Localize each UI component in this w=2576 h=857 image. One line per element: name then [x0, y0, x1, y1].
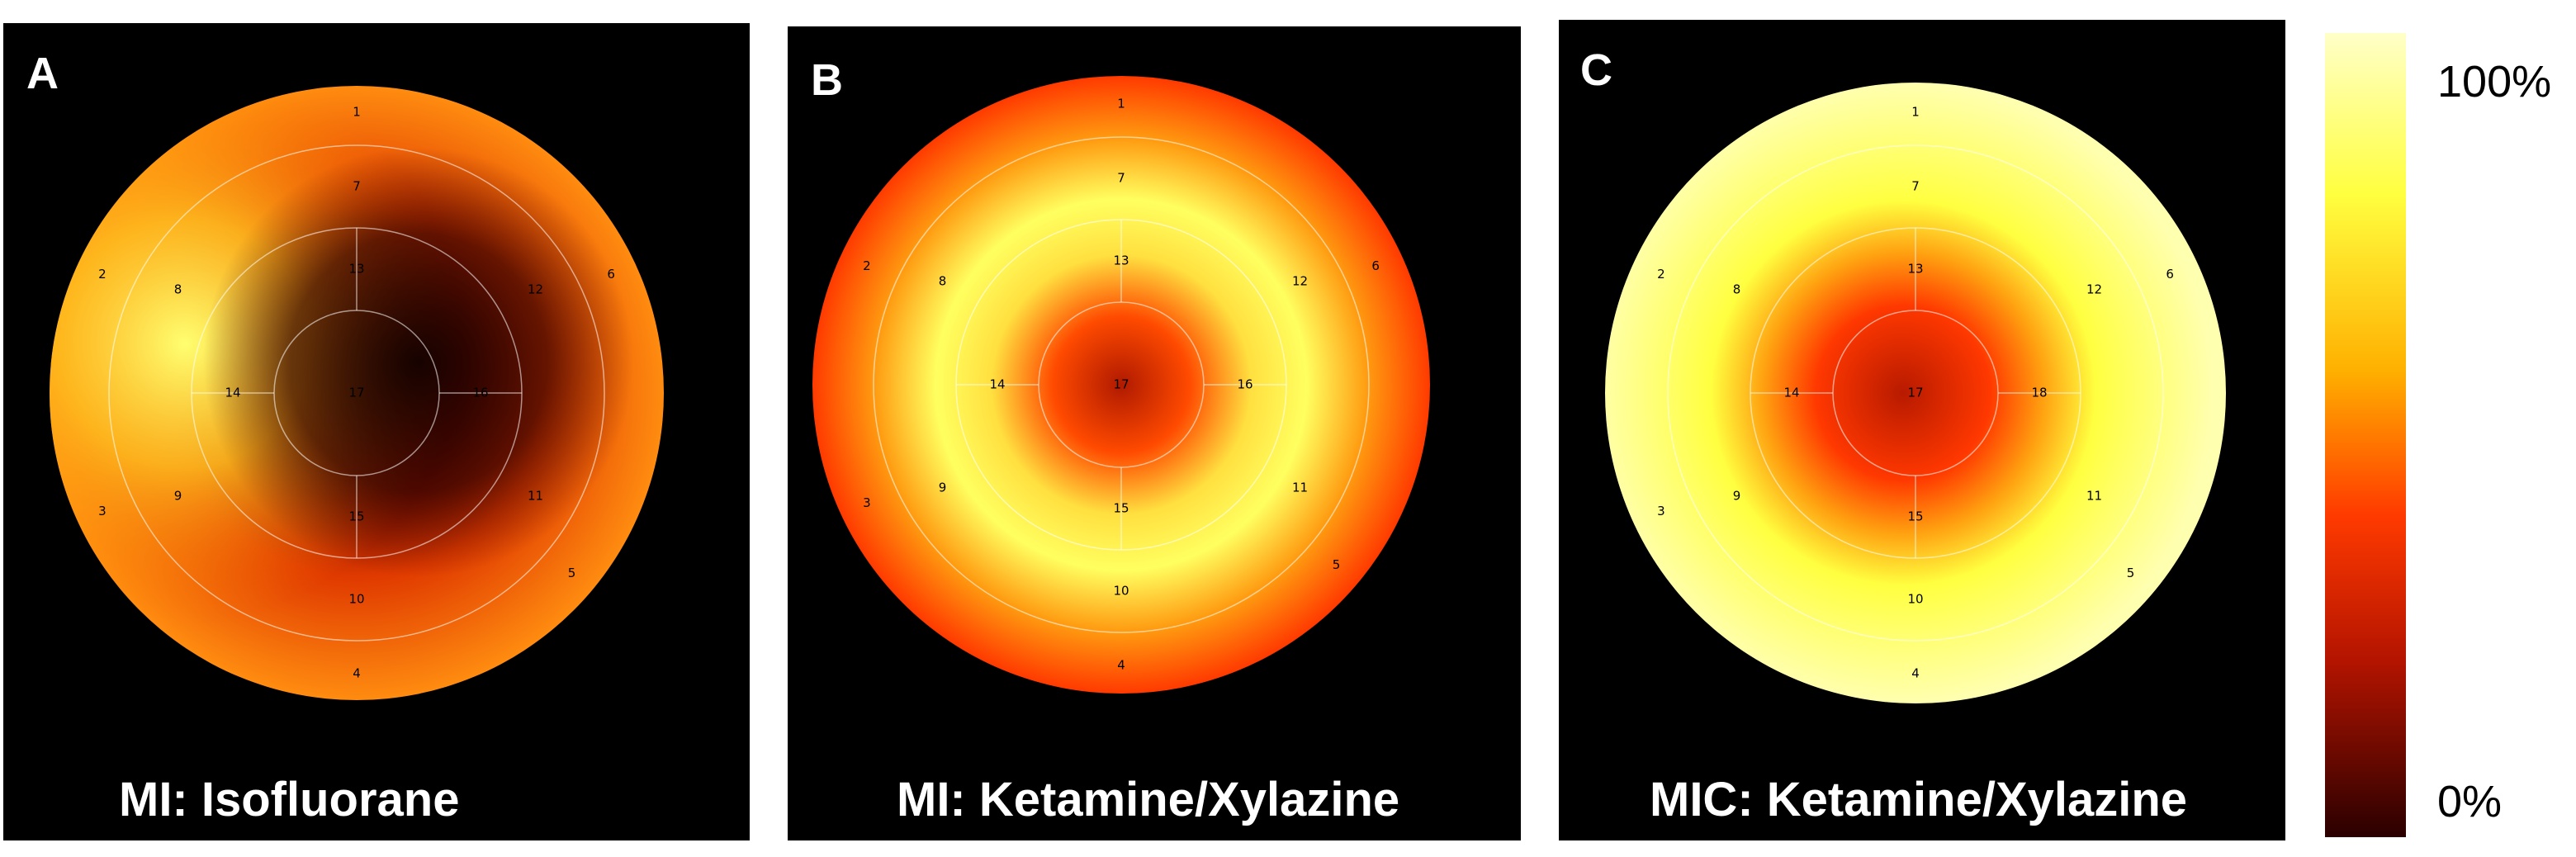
segment-label: 6	[2166, 267, 2174, 282]
segment-label: 7	[1117, 171, 1125, 186]
segment-label: 9	[939, 481, 947, 495]
segment-label: 4	[1911, 666, 1920, 681]
segment-label: 10	[1907, 592, 1923, 607]
segment-label: 1	[353, 105, 361, 120]
segment-label: 11	[1292, 481, 1308, 495]
colorbar	[2325, 33, 2406, 837]
segment-grid	[108, 144, 605, 642]
segment-label: 3	[863, 495, 871, 510]
segment-label: 8	[939, 274, 947, 289]
segment-label: 13	[1907, 262, 1923, 277]
panel-letter-a: A	[26, 49, 59, 98]
segment-label: 14	[1783, 386, 1799, 400]
segment-label: 13	[348, 262, 364, 277]
polar-map-disk	[1605, 83, 2226, 703]
segment-label: 2	[1657, 267, 1665, 282]
segment-label: 4	[353, 666, 361, 681]
panel-caption-a: MI: Isofluorane	[119, 773, 460, 826]
segment-label: 2	[98, 267, 107, 282]
colorbar-max-label: 100%	[2437, 57, 2552, 107]
segment-grid	[873, 136, 1370, 633]
segment-label: 5	[2127, 566, 2135, 580]
segment-label: 7	[353, 179, 361, 194]
segment-label: 3	[1657, 504, 1665, 518]
polar-map-panel-c: 1 6 5 4 3 2 7 12 11 10 9 8 13 18 15 14 17 C MIC: Ketamin…	[1559, 20, 2285, 840]
segment-label: 11	[2086, 489, 2102, 504]
segment-label: 17	[348, 386, 364, 400]
panel-letter-c: C	[1580, 45, 1612, 95]
segment-label: 3	[98, 504, 107, 518]
segment-label: 14	[225, 386, 240, 400]
segment-label: 16	[1237, 377, 1252, 392]
segment-label: 13	[1113, 253, 1129, 268]
segment-label: 2	[863, 258, 871, 273]
segment-label: 10	[348, 592, 364, 607]
segment-label: 9	[174, 489, 182, 504]
segment-label: 18	[2031, 386, 2047, 400]
segment-label: 6	[607, 267, 615, 282]
segment-label: 17	[1907, 386, 1923, 400]
segment-label: 17	[1113, 377, 1129, 392]
panel-caption-c: MIC: Ketamine/Xylazine	[1650, 773, 2188, 826]
polar-map-c: 1 6 5 4 3 2 7 12 11 10 9 8 13 18 15 14 17	[1605, 83, 2226, 703]
polar-map-disk	[50, 86, 664, 700]
segment-label: 10	[1113, 584, 1129, 599]
segment-label: 5	[1333, 557, 1341, 572]
colorbar-min-label: 0%	[2437, 777, 2503, 826]
polar-map-panel-b: 1 6 5 4 3 2 7 12 11 10 9 8 13 16 15 14 17 B MI: Ketamine…	[788, 26, 1521, 840]
panel-letter-b: B	[811, 55, 843, 105]
segment-label: 12	[2086, 282, 2102, 297]
segment-label: 11	[528, 489, 543, 504]
segment-grid	[1667, 144, 2164, 642]
panel-caption-b: MI: Ketamine/Xylazine	[897, 773, 1400, 826]
segment-label: 1	[1117, 97, 1125, 111]
segment-label: 8	[174, 282, 182, 297]
segment-label: 12	[528, 282, 543, 297]
polar-map-panel-a: 1 6 5 4 3 2 7 12 11 10 9 8 13 16 15 14 17 A MI: Isofluor…	[3, 23, 750, 840]
segment-label: 16	[472, 386, 488, 400]
segment-label: 14	[989, 377, 1005, 392]
segment-label: 4	[1117, 658, 1125, 673]
segment-label: 6	[1371, 258, 1380, 273]
segment-label: 12	[1292, 274, 1308, 289]
segment-label: 8	[1733, 282, 1741, 297]
segment-label: 15	[348, 509, 364, 524]
segment-label: 1	[1911, 105, 1920, 120]
segment-label: 7	[1911, 179, 1920, 194]
segment-label: 15	[1113, 501, 1129, 516]
segment-label: 15	[1907, 509, 1923, 524]
polar-map-disk	[812, 76, 1430, 694]
segment-label: 5	[568, 566, 576, 580]
segment-labels-c: 1 6 5 4 3 2 7 12 11 10 9 8 13 18 15 14 17	[1657, 105, 2174, 681]
segment-label: 9	[1733, 489, 1741, 504]
